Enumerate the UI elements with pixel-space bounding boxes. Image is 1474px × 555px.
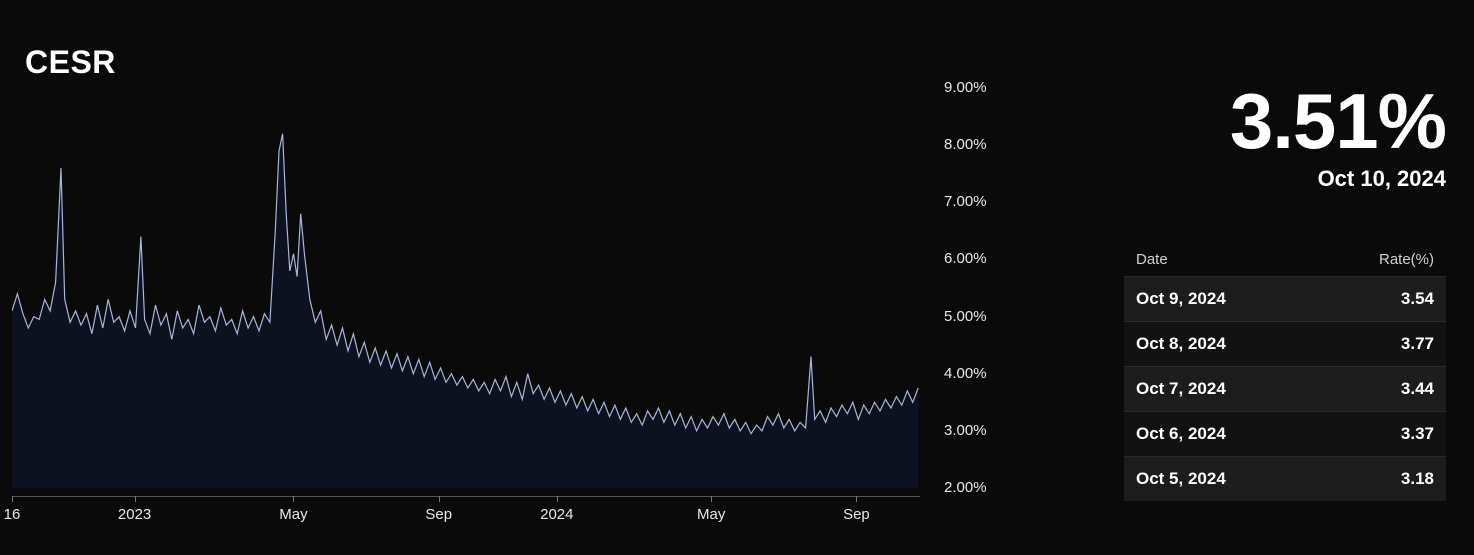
row-date: Oct 7, 2024 [1136,379,1226,399]
y-tick-label: 9.00% [944,79,987,96]
row-rate: 3.37 [1401,424,1434,444]
x-tick-mark [711,496,712,502]
chart-x-axis: 162023MaySep2024MaySep [12,496,920,526]
table-row: Oct 6, 2024 3.37 [1124,411,1446,456]
x-tick-label: 2023 [118,506,151,523]
headline-rate-value: 3.51% [1230,82,1446,160]
table-row: Oct 8, 2024 3.77 [1124,321,1446,366]
x-tick-label: May [697,506,725,523]
x-axis-line [12,496,920,497]
x-tick-label: May [279,506,307,523]
row-date: Oct 6, 2024 [1136,424,1226,444]
table-row: Oct 9, 2024 3.54 [1124,276,1446,321]
col-date-header: Date [1136,251,1168,268]
chart-svg [12,88,920,488]
x-tick-mark [293,496,294,502]
x-tick-label: Sep [843,506,870,523]
dashboard-root: CESR 9.00% 8.00% 7.00% 6.00% 5.00% 4.00% 3.00%… [0,0,1474,555]
x-tick-mark [439,496,440,502]
history-table: Date Rate(%) Oct 9, 2024 3.54 Oct 8, 202… [1124,243,1446,501]
x-tick-mark [856,496,857,502]
table-row: Oct 5, 2024 3.18 [1124,456,1446,501]
rate-chart: 9.00%8.00%7.00%6.00%5.00%4.00%3.00%2.00%… [12,88,996,528]
table-row: Oct 7, 2024 3.44 [1124,366,1446,411]
y-tick-label: 6.00% [944,250,987,267]
y-tick-label: 7.00% [944,193,987,210]
row-rate: 3.77 [1401,334,1434,354]
y-tick-label: 5.00% [944,308,987,325]
x-tick-label: Sep [425,506,452,523]
col-rate-header: Rate(%) [1379,251,1434,268]
x-tick-mark [557,496,558,502]
y-tick-label: 8.00% [944,136,987,153]
chart-y-axis: 9.00%8.00%7.00%6.00%5.00%4.00%3.00%2.00% [944,88,1004,488]
row-rate: 3.54 [1401,289,1434,309]
row-rate: 3.18 [1401,469,1434,489]
row-date: Oct 8, 2024 [1136,334,1226,354]
y-tick-label: 4.00% [944,365,987,382]
y-tick-label: 3.00% [944,422,987,439]
headline-rate-date: Oct 10, 2024 [1230,166,1446,192]
row-date: Oct 9, 2024 [1136,289,1226,309]
row-rate: 3.44 [1401,379,1434,399]
y-tick-label: 2.00% [944,479,987,496]
x-tick-label: 2024 [540,506,573,523]
x-tick-mark [135,496,136,502]
headline-rate: 3.51% Oct 10, 2024 [1230,82,1446,192]
table-header: Date Rate(%) [1124,243,1446,276]
x-tick-mark [12,496,13,502]
row-date: Oct 5, 2024 [1136,469,1226,489]
page-title: CESR [25,44,116,81]
x-tick-label: 16 [4,506,21,523]
